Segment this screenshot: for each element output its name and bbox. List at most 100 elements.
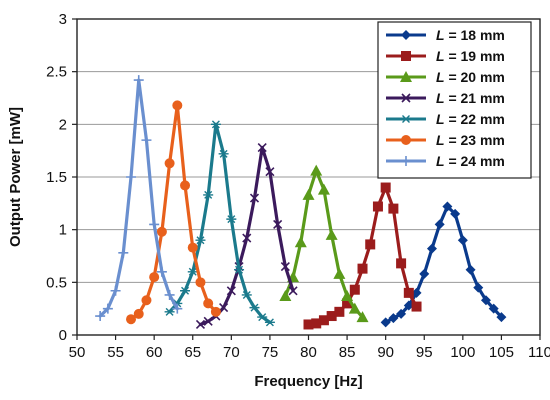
x-tick-label: 90 [377, 344, 394, 361]
data-point [396, 308, 407, 319]
legend-marker [401, 156, 411, 166]
legend-marker [401, 115, 411, 123]
data-point [102, 303, 113, 314]
data-point [310, 164, 323, 176]
data-point [180, 286, 191, 295]
series-2 [303, 182, 422, 330]
legend-label: L = 24 mm [436, 153, 505, 169]
data-point [126, 314, 137, 325]
data-point [442, 201, 453, 212]
legend: L = 18 mmL = 19 mmL = 20 mmL = 21 mmL = … [377, 21, 532, 179]
legend-item: L = 21 mm [386, 90, 505, 106]
data-point [380, 182, 391, 193]
data-point [388, 313, 399, 324]
legend-label-variable: L [436, 27, 445, 43]
data-point [118, 247, 129, 258]
data-point [411, 301, 422, 312]
legend-label-value: = 22 mm [445, 111, 505, 127]
legend-label-value: = 21 mm [445, 90, 505, 106]
data-point [450, 208, 461, 219]
data-point [218, 149, 229, 158]
series-6 [126, 100, 221, 325]
legend-marker [401, 30, 411, 40]
x-tick-label: 95 [416, 344, 433, 361]
legend-label-value: = 23 mm [445, 132, 505, 148]
legend-label-variable: L [436, 132, 445, 148]
legend-label-variable: L [436, 48, 445, 64]
legend-label-variable: L [436, 69, 445, 85]
legend-label-value: = 20 mm [445, 69, 505, 85]
series-layer [95, 75, 507, 330]
data-point [334, 306, 345, 317]
data-point [349, 284, 360, 295]
data-point [249, 303, 260, 312]
data-point [333, 267, 346, 279]
legend-item: L = 20 mm [386, 69, 505, 85]
y-tick-label: 2.5 [46, 64, 67, 81]
data-point [265, 167, 275, 177]
y-tick-label: 3 [59, 11, 67, 28]
data-point [156, 226, 167, 237]
legend-label: L = 22 mm [436, 111, 505, 127]
legend-label-variable: L [436, 111, 445, 127]
data-point [311, 318, 322, 329]
data-point [156, 266, 167, 277]
data-point [180, 180, 191, 191]
data-point [473, 282, 484, 293]
data-point [172, 303, 183, 314]
data-point [302, 188, 315, 200]
data-point [273, 219, 283, 229]
data-point [195, 319, 206, 330]
legend-item: L = 24 mm [386, 153, 505, 169]
data-point [110, 285, 121, 296]
data-point [234, 265, 245, 274]
data-point [403, 287, 414, 298]
data-point [457, 235, 468, 246]
x-tick-label: 65 [184, 344, 201, 361]
data-point [356, 311, 369, 323]
data-point [172, 100, 183, 111]
x-tick-label: 80 [300, 344, 317, 361]
data-point [226, 286, 236, 296]
data-point [372, 201, 383, 212]
data-point [187, 242, 198, 253]
data-point [348, 302, 361, 314]
data-point [133, 308, 144, 319]
data-point [496, 312, 507, 323]
legend-label: L = 18 mm [436, 27, 505, 43]
legend-label: L = 23 mm [436, 132, 505, 148]
data-point [419, 268, 430, 279]
y-tick-label: 0 [59, 327, 67, 344]
data-point [164, 307, 175, 316]
y-tick-label: 1 [59, 222, 67, 239]
data-point [141, 135, 152, 146]
series-1 [380, 201, 507, 328]
x-tick-label: 105 [489, 344, 514, 361]
data-point [95, 311, 106, 322]
legend-label-variable: L [436, 153, 445, 169]
x-tick-label: 100 [450, 344, 475, 361]
data-point [341, 290, 354, 302]
legend-marker [401, 93, 411, 103]
data-point [210, 306, 221, 317]
data-point [210, 120, 221, 129]
data-point [126, 172, 137, 182]
x-tick-label: 85 [339, 344, 356, 361]
data-point [294, 236, 307, 248]
series-7 [95, 75, 183, 322]
data-point [434, 219, 445, 230]
data-point [342, 298, 353, 309]
data-point [326, 311, 337, 322]
data-point [187, 267, 198, 276]
x-tick-label: 75 [262, 344, 279, 361]
series-line [384, 204, 504, 324]
data-point [241, 290, 252, 299]
data-point [195, 236, 206, 245]
data-point [242, 233, 252, 243]
x-axis-ticks: 50 55 60 65 70 75 80 85 90 95 100 105 110 [69, 335, 550, 361]
data-point [411, 287, 422, 298]
x-axis-title: Frequency [Hz] [254, 373, 362, 390]
legend-item: L = 18 mm [386, 27, 505, 43]
legend-item: L = 19 mm [386, 48, 505, 64]
